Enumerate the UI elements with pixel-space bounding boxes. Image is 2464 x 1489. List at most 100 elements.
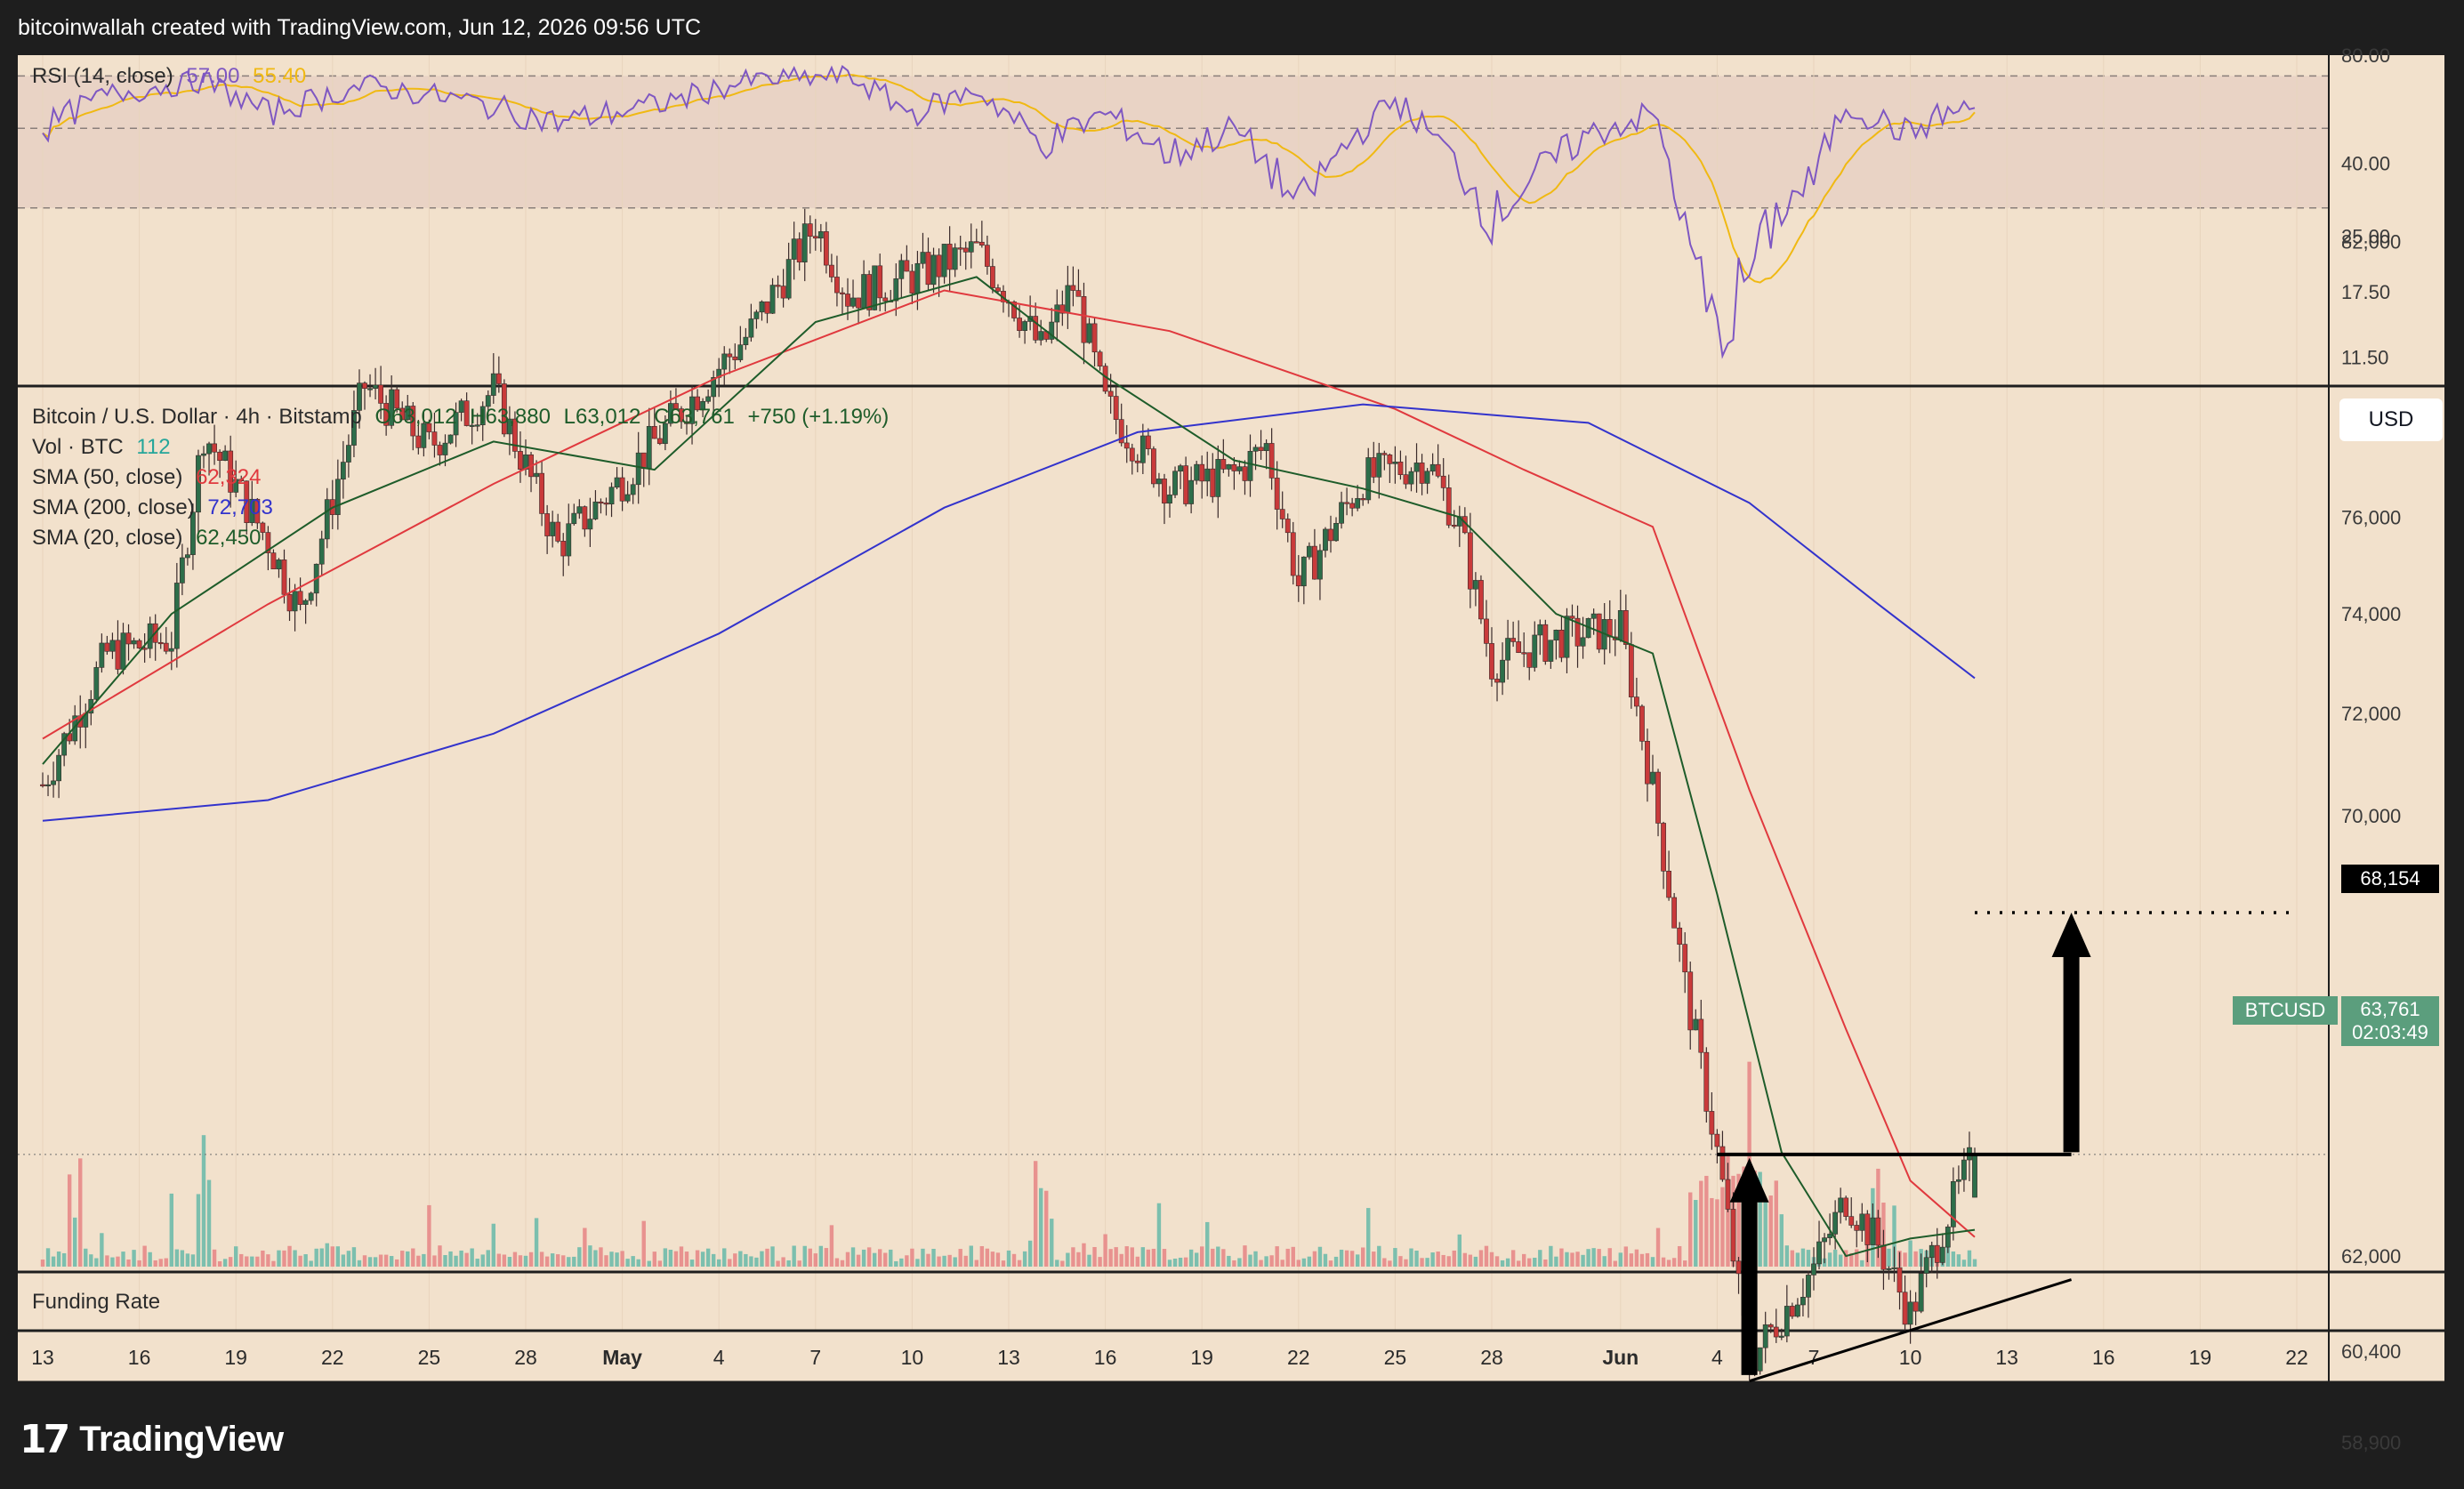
candle-body [1645, 740, 1650, 785]
volume-bar [652, 1252, 656, 1267]
candle-body [357, 382, 362, 411]
volume-bar [1066, 1252, 1070, 1267]
candle-body [292, 591, 298, 612]
candle-body [630, 484, 636, 495]
tradingview-logo[interactable]: 17 TradingView [20, 1413, 284, 1466]
volume-bar [577, 1247, 582, 1267]
candle-body [534, 472, 539, 478]
ohlc-open: O63,012 [374, 405, 457, 429]
volume-bar [1280, 1260, 1284, 1267]
volume-bar [266, 1254, 270, 1267]
volume-bar [1478, 1250, 1484, 1267]
candle-body [351, 410, 357, 446]
volume-bar [931, 1249, 936, 1267]
candle-body [1918, 1273, 1924, 1312]
sma20-line [42, 276, 1976, 1258]
volume-bar [1317, 1246, 1323, 1267]
volume-bar [588, 1245, 592, 1267]
candle-body [539, 472, 544, 514]
volume-bar [872, 1252, 877, 1267]
volume-bar [1425, 1258, 1429, 1267]
candle-body [571, 512, 577, 525]
candle-body [389, 389, 395, 426]
volume-bar [1275, 1246, 1279, 1267]
candle-body [490, 373, 496, 396]
volume-bar [539, 1252, 544, 1267]
volume-bar [1248, 1254, 1252, 1267]
volume-bar [749, 1256, 753, 1267]
volume-bar [561, 1255, 566, 1267]
volume-bar [222, 1259, 228, 1267]
candle-body [1623, 610, 1629, 645]
candle-body [759, 301, 765, 313]
candle-body [1091, 323, 1098, 353]
sma200-label[interactable]: SMA (200, close) [32, 495, 195, 519]
volume-bar [1243, 1245, 1247, 1267]
time-axis-tick: 7 [1808, 1346, 1820, 1369]
candle-body [700, 400, 705, 411]
candle-body [904, 260, 910, 272]
candle-body [345, 445, 351, 463]
candle-body [1677, 927, 1683, 945]
price-legend-row: Bitcoin / U.S. Dollar · 4h · Bitstamp O6… [32, 405, 889, 430]
volume-bar [1838, 1254, 1843, 1267]
support-trendline [1749, 1278, 2073, 1383]
candle-body [1134, 460, 1140, 463]
volume-bar [663, 1248, 668, 1267]
candle-body [109, 640, 116, 652]
candle-body [587, 519, 593, 530]
volume-bar [1114, 1247, 1118, 1267]
volume-bar [1183, 1257, 1188, 1267]
candle-body [1902, 1292, 1908, 1325]
time-axis-tick: 28 [1480, 1346, 1503, 1369]
rsi-line [42, 65, 1976, 359]
volume-bar [341, 1254, 346, 1267]
candle-body [995, 287, 1001, 292]
candle-body [1864, 1213, 1871, 1245]
volume-bar [792, 1245, 796, 1267]
candle-body [791, 238, 797, 260]
candle-body [185, 554, 190, 559]
candle-body [501, 383, 507, 435]
candle-body [1569, 616, 1575, 619]
candle-body [1838, 1197, 1844, 1213]
volume-bar [427, 1204, 431, 1267]
candle-body [1827, 1234, 1832, 1238]
volume-bar [84, 1248, 88, 1267]
volume-bar [979, 1245, 985, 1267]
sma20-label[interactable]: SMA (20, close) [32, 526, 183, 550]
volume-bar [1135, 1256, 1139, 1267]
sma50-label[interactable]: SMA (50, close) [32, 465, 183, 489]
currency-button[interactable]: USD [2339, 398, 2443, 441]
volume-bar [1565, 1252, 1569, 1267]
volume-bar [1489, 1252, 1494, 1267]
candle-body [1220, 459, 1227, 470]
candle-body [1859, 1213, 1865, 1231]
candle-body [378, 384, 383, 404]
volume-bar [470, 1248, 474, 1267]
volume-bar [1779, 1214, 1784, 1267]
volume-bar [454, 1255, 458, 1267]
volume-bar [1103, 1234, 1107, 1267]
volume-bar [1146, 1249, 1151, 1267]
candle-body [582, 506, 588, 530]
price-axis-tick: 60,400 [2341, 1340, 2401, 1363]
volume-bar [1162, 1249, 1167, 1267]
time-axis-tick: 7 [809, 1346, 821, 1369]
candle-body [962, 247, 969, 253]
volume-bar [314, 1248, 318, 1267]
candle-body [1929, 1244, 1935, 1259]
volume-bar [142, 1245, 147, 1267]
volume-bar [1607, 1248, 1612, 1267]
volume-bar [1736, 1173, 1741, 1267]
candle-body [1590, 613, 1597, 619]
volume-bar [722, 1248, 727, 1267]
volume-label[interactable]: Vol · BTC [32, 435, 124, 459]
candle-body [1891, 1267, 1897, 1269]
volume-bar [1505, 1258, 1510, 1267]
symbol-title[interactable]: Bitcoin / U.S. Dollar · 4h · Bitstamp [32, 405, 362, 429]
volume-bar [1124, 1246, 1129, 1267]
candle-body [1806, 1275, 1811, 1298]
candle-body [990, 266, 995, 288]
